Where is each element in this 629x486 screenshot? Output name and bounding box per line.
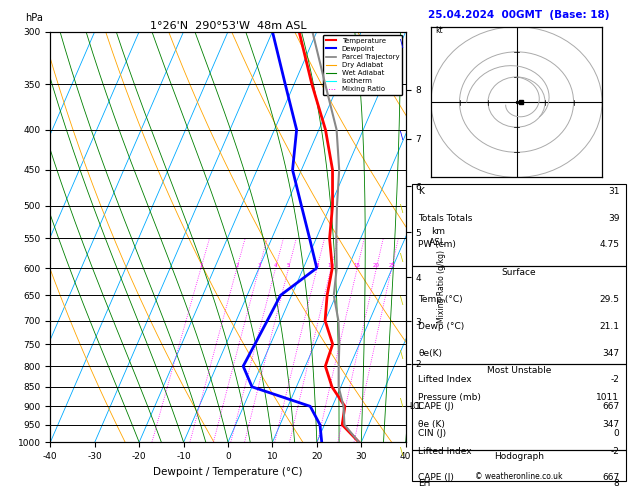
Text: \: \	[399, 39, 403, 49]
Text: 29.5: 29.5	[599, 295, 620, 304]
Bar	[412, 266, 626, 364]
Text: 667: 667	[602, 402, 620, 411]
Bar	[412, 364, 626, 450]
Text: PW (cm): PW (cm)	[418, 241, 456, 249]
Text: \: \	[399, 204, 403, 214]
Text: 4: 4	[274, 263, 277, 268]
Text: θe(K): θe(K)	[418, 348, 442, 358]
Text: \: \	[399, 399, 403, 408]
Text: 15: 15	[353, 263, 361, 268]
Text: CAPE (J): CAPE (J)	[418, 473, 454, 483]
Bar	[412, 184, 626, 266]
Text: θe (K): θe (K)	[418, 420, 445, 429]
Text: 8: 8	[614, 479, 620, 486]
Text: 667: 667	[602, 473, 620, 483]
Text: 4.75: 4.75	[599, 241, 620, 249]
Text: 25.04.2024  00GMT  (Base: 18): 25.04.2024 00GMT (Base: 18)	[428, 10, 610, 19]
Text: \: \	[399, 296, 403, 306]
Text: 20: 20	[373, 263, 380, 268]
Text: Temp (°C): Temp (°C)	[418, 295, 463, 304]
Text: \: \	[399, 350, 403, 360]
Text: LCL: LCL	[409, 402, 423, 411]
X-axis label: Dewpoint / Temperature (°C): Dewpoint / Temperature (°C)	[153, 467, 303, 477]
Text: 347: 347	[603, 420, 620, 429]
Text: 10: 10	[328, 263, 335, 268]
Text: 8: 8	[315, 263, 319, 268]
Text: Hodograph: Hodograph	[494, 452, 544, 461]
Text: Lifted Index: Lifted Index	[418, 447, 472, 456]
Text: Mixing Ratio (g/kg): Mixing Ratio (g/kg)	[437, 250, 446, 323]
Text: K: K	[418, 187, 425, 196]
Text: 0: 0	[614, 429, 620, 438]
Text: Totals Totals: Totals Totals	[418, 213, 473, 223]
Text: 3: 3	[257, 263, 261, 268]
Text: hPa: hPa	[25, 14, 43, 23]
Text: \: \	[399, 447, 403, 457]
Text: -2: -2	[611, 447, 620, 456]
Text: Pressure (mb): Pressure (mb)	[418, 393, 481, 402]
Text: © weatheronline.co.uk: © weatheronline.co.uk	[475, 472, 563, 481]
Text: 31: 31	[608, 187, 620, 196]
Text: \: \	[399, 131, 403, 141]
Text: kt: kt	[435, 26, 443, 35]
Text: CAPE (J): CAPE (J)	[418, 402, 454, 411]
Text: -2: -2	[611, 375, 620, 384]
Text: Surface: Surface	[501, 268, 537, 277]
Text: 21.1: 21.1	[599, 322, 620, 331]
Text: 2: 2	[235, 263, 239, 268]
Text: 347: 347	[603, 348, 620, 358]
Legend: Temperature, Dewpoint, Parcel Trajectory, Dry Adiabat, Wet Adiabat, Isotherm, Mi: Temperature, Dewpoint, Parcel Trajectory…	[323, 35, 402, 95]
Text: 39: 39	[608, 213, 620, 223]
Text: 1011: 1011	[596, 393, 620, 402]
Text: Lifted Index: Lifted Index	[418, 375, 472, 384]
Text: 5: 5	[287, 263, 291, 268]
Text: \: \	[399, 253, 403, 262]
Text: 1: 1	[199, 263, 203, 268]
Bar	[412, 450, 626, 481]
Text: CIN (J): CIN (J)	[418, 429, 447, 438]
Text: Most Unstable: Most Unstable	[487, 366, 551, 375]
Text: Dewp (°C): Dewp (°C)	[418, 322, 465, 331]
Text: 25: 25	[388, 263, 395, 268]
Text: EH: EH	[418, 479, 431, 486]
Title: 1°26'N  290°53'W  48m ASL: 1°26'N 290°53'W 48m ASL	[150, 21, 306, 31]
Y-axis label: km
ASL: km ASL	[430, 227, 447, 246]
